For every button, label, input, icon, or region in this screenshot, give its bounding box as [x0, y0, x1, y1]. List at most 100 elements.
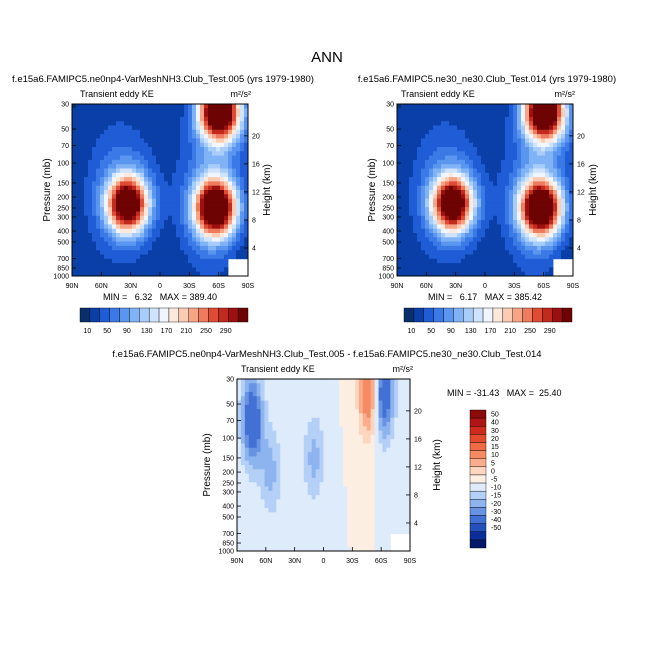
contour-cell	[261, 418, 265, 423]
contour-cell	[124, 126, 128, 131]
contour-cell	[72, 220, 76, 225]
contour-cell	[237, 439, 241, 444]
contour-cell	[156, 246, 160, 251]
contour-cell	[276, 461, 280, 466]
contour-cell	[180, 108, 184, 113]
contour-cell	[261, 439, 265, 444]
contour-cell	[108, 246, 112, 251]
contour-cell	[473, 242, 477, 247]
contour-cell	[331, 426, 335, 431]
contour-cell	[565, 207, 569, 212]
contour-cell	[253, 534, 257, 539]
contour-cell	[457, 216, 461, 221]
contour-cell	[257, 431, 261, 436]
contour-cell	[188, 255, 192, 260]
contour-cell	[280, 444, 284, 449]
contour-cell	[453, 263, 457, 268]
contour-cell	[120, 224, 124, 229]
contour-cell	[347, 474, 351, 479]
contour-cell	[241, 491, 245, 496]
contour-cell	[465, 117, 469, 122]
contour-cell	[241, 418, 245, 423]
x-tick-label: 30S	[183, 283, 196, 290]
contour-cell	[272, 482, 276, 487]
contour-cell	[541, 160, 545, 165]
contour-cell	[477, 164, 481, 169]
contour-cell	[497, 147, 501, 152]
contour-cell	[296, 452, 300, 457]
contour-cell	[268, 431, 272, 436]
contour-cell	[429, 121, 433, 126]
contour-cell	[156, 104, 160, 109]
contour-cell	[116, 246, 120, 251]
contour-cell	[124, 113, 128, 118]
contour-cell	[363, 491, 367, 496]
contour-cell	[120, 237, 124, 242]
contour-cell	[253, 392, 257, 397]
contour-cell	[565, 108, 569, 113]
contour-cell	[501, 134, 505, 139]
contour-cell	[409, 177, 413, 182]
contour-cell	[188, 212, 192, 217]
contour-cell	[148, 224, 152, 229]
contour-cell	[172, 263, 176, 268]
contour-cell	[545, 259, 549, 264]
contour-cell	[192, 199, 196, 204]
contour-cell	[280, 452, 284, 457]
contour-cell	[421, 138, 425, 143]
contour-cell	[501, 242, 505, 247]
contour-cell	[553, 108, 557, 113]
contour-cell	[308, 396, 312, 401]
contour-cell	[473, 143, 477, 148]
contour-cell	[292, 474, 296, 479]
contour-cell	[493, 255, 497, 260]
contour-cell	[331, 525, 335, 530]
contour-cell	[549, 220, 553, 225]
contour-cell	[132, 151, 136, 156]
contour-cell	[465, 242, 469, 247]
contour-cell	[457, 250, 461, 255]
contour-cell	[485, 108, 489, 113]
contour-cell	[553, 160, 557, 165]
contour-cell	[561, 130, 565, 135]
contour-cell	[429, 147, 433, 152]
contour-cell	[561, 207, 565, 212]
contour-cell	[224, 255, 228, 260]
contour-cell	[441, 117, 445, 122]
x-tick-label: 90S	[242, 283, 255, 290]
contour-cell	[188, 237, 192, 242]
contour-cell	[541, 138, 545, 143]
contour-cell	[457, 143, 461, 148]
contour-cell	[429, 186, 433, 191]
contour-cell	[96, 126, 100, 131]
contour-cell	[76, 237, 80, 242]
contour-cell	[493, 138, 497, 143]
contour-cell	[140, 130, 144, 135]
contour-cell	[128, 203, 132, 208]
contour-cell	[240, 177, 244, 182]
contour-cell	[92, 242, 96, 247]
contour-cell	[284, 542, 288, 547]
contour-cell	[513, 233, 517, 238]
contour-cell	[265, 508, 269, 513]
contour-cell	[517, 194, 521, 199]
contour-cell	[116, 160, 120, 165]
contour-cell	[465, 121, 469, 126]
contour-cell	[245, 383, 249, 388]
contour-cell	[541, 255, 545, 260]
contour-cell	[204, 164, 208, 169]
contour-cell	[355, 508, 359, 513]
contour-cell	[469, 113, 473, 118]
contour-cell	[280, 439, 284, 444]
contour-cell	[533, 233, 537, 238]
contour-cell	[513, 121, 517, 126]
contour-cell	[144, 203, 148, 208]
contour-cell	[331, 379, 335, 384]
contour-cell	[148, 173, 152, 178]
contour-cell	[272, 396, 276, 401]
contour-cell	[433, 250, 437, 255]
contour-cell	[316, 426, 320, 431]
contour-cell	[184, 130, 188, 135]
contour-cell	[172, 108, 176, 113]
contour-cell	[521, 177, 525, 182]
